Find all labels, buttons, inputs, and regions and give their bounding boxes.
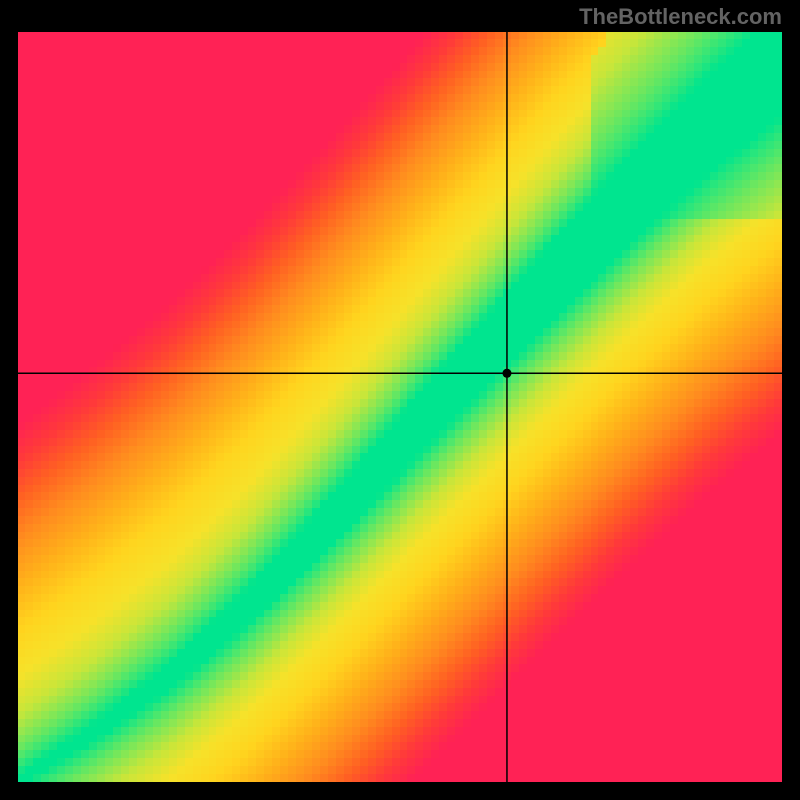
bottleneck-heatmap bbox=[18, 32, 782, 782]
watermark-label: TheBottleneck.com bbox=[579, 4, 782, 30]
chart-container: TheBottleneck.com bbox=[0, 0, 800, 800]
